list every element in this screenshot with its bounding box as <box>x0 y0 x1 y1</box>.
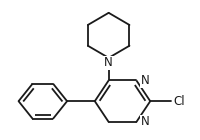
Text: N: N <box>104 56 113 69</box>
Text: Cl: Cl <box>174 95 185 108</box>
Text: N: N <box>141 74 149 87</box>
Text: N: N <box>141 116 149 129</box>
